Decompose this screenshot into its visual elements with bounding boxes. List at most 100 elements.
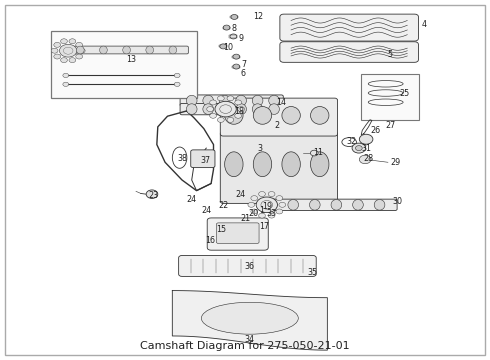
Circle shape: [63, 73, 69, 77]
Ellipse shape: [269, 95, 279, 106]
Bar: [230, 16, 238, 18]
Text: 19: 19: [262, 202, 272, 211]
FancyBboxPatch shape: [207, 218, 268, 250]
Text: 26: 26: [371, 126, 381, 135]
Ellipse shape: [331, 199, 342, 210]
Text: 4: 4: [422, 19, 427, 28]
Ellipse shape: [236, 104, 246, 114]
Circle shape: [78, 48, 85, 53]
Text: 31: 31: [361, 144, 371, 153]
Circle shape: [218, 96, 224, 101]
Text: 36: 36: [245, 262, 255, 271]
Ellipse shape: [220, 104, 230, 114]
Ellipse shape: [186, 95, 197, 106]
Circle shape: [276, 196, 283, 201]
Ellipse shape: [269, 104, 279, 114]
Circle shape: [51, 48, 58, 53]
Circle shape: [251, 209, 258, 214]
Circle shape: [63, 47, 73, 54]
Circle shape: [63, 82, 69, 86]
Circle shape: [248, 202, 255, 207]
Text: 17: 17: [259, 222, 270, 231]
Ellipse shape: [310, 199, 320, 210]
Text: 3: 3: [257, 144, 262, 153]
Ellipse shape: [311, 107, 329, 124]
Text: Camshaft Diagram for 275-050-21-01: Camshaft Diagram for 275-050-21-01: [140, 341, 350, 351]
Text: 24: 24: [235, 190, 245, 199]
Text: 14: 14: [276, 98, 286, 107]
Text: 23: 23: [148, 192, 158, 201]
Text: 33: 33: [267, 209, 277, 218]
Text: 8: 8: [232, 24, 237, 33]
Ellipse shape: [252, 104, 263, 114]
Text: 11: 11: [313, 148, 323, 157]
Ellipse shape: [203, 104, 214, 114]
Text: 18: 18: [234, 107, 244, 116]
Ellipse shape: [99, 46, 107, 54]
Circle shape: [220, 105, 231, 113]
Text: 2: 2: [274, 121, 279, 130]
Bar: [229, 35, 237, 37]
Circle shape: [207, 107, 214, 112]
Ellipse shape: [203, 95, 214, 106]
Bar: [220, 45, 227, 48]
Text: 21: 21: [240, 215, 250, 224]
Circle shape: [174, 73, 180, 77]
Circle shape: [146, 190, 158, 198]
Circle shape: [61, 58, 68, 63]
Ellipse shape: [282, 152, 300, 177]
Circle shape: [268, 213, 275, 218]
FancyBboxPatch shape: [191, 150, 215, 168]
Ellipse shape: [253, 107, 271, 124]
Text: 9: 9: [239, 34, 244, 43]
Ellipse shape: [252, 95, 263, 106]
Circle shape: [210, 100, 217, 105]
Circle shape: [174, 82, 180, 86]
Text: 16: 16: [205, 237, 215, 246]
Ellipse shape: [282, 107, 300, 124]
FancyBboxPatch shape: [220, 98, 338, 136]
Ellipse shape: [76, 46, 84, 54]
Text: 13: 13: [126, 55, 136, 64]
Bar: [223, 27, 230, 29]
Circle shape: [233, 64, 240, 69]
Circle shape: [352, 143, 366, 153]
Bar: [361, 74, 419, 120]
Text: 7: 7: [242, 60, 246, 69]
Circle shape: [59, 44, 77, 57]
FancyBboxPatch shape: [280, 14, 418, 41]
Circle shape: [231, 14, 238, 19]
Ellipse shape: [288, 199, 298, 210]
Circle shape: [69, 39, 76, 44]
Bar: [232, 55, 240, 58]
Text: 24: 24: [187, 195, 197, 204]
Circle shape: [276, 209, 283, 214]
Circle shape: [251, 196, 258, 201]
Circle shape: [235, 100, 242, 105]
FancyBboxPatch shape: [280, 42, 418, 62]
Ellipse shape: [353, 199, 363, 210]
Ellipse shape: [224, 107, 243, 124]
Polygon shape: [172, 291, 327, 350]
Circle shape: [259, 192, 266, 197]
Text: 15: 15: [216, 225, 226, 234]
Text: 20: 20: [248, 209, 259, 218]
Ellipse shape: [146, 46, 153, 54]
Circle shape: [310, 150, 318, 156]
FancyBboxPatch shape: [217, 223, 259, 243]
Text: 24: 24: [201, 206, 211, 215]
Circle shape: [233, 54, 240, 59]
Circle shape: [223, 25, 230, 30]
Text: 38: 38: [177, 154, 187, 163]
Circle shape: [69, 58, 76, 63]
Text: 28: 28: [364, 154, 373, 163]
Circle shape: [227, 96, 234, 101]
FancyBboxPatch shape: [179, 256, 316, 276]
Text: 30: 30: [392, 197, 403, 206]
Bar: [232, 66, 240, 68]
Text: 5: 5: [388, 50, 393, 59]
Ellipse shape: [236, 95, 246, 106]
Ellipse shape: [374, 199, 385, 210]
Circle shape: [76, 54, 82, 59]
Text: 35: 35: [308, 268, 318, 277]
